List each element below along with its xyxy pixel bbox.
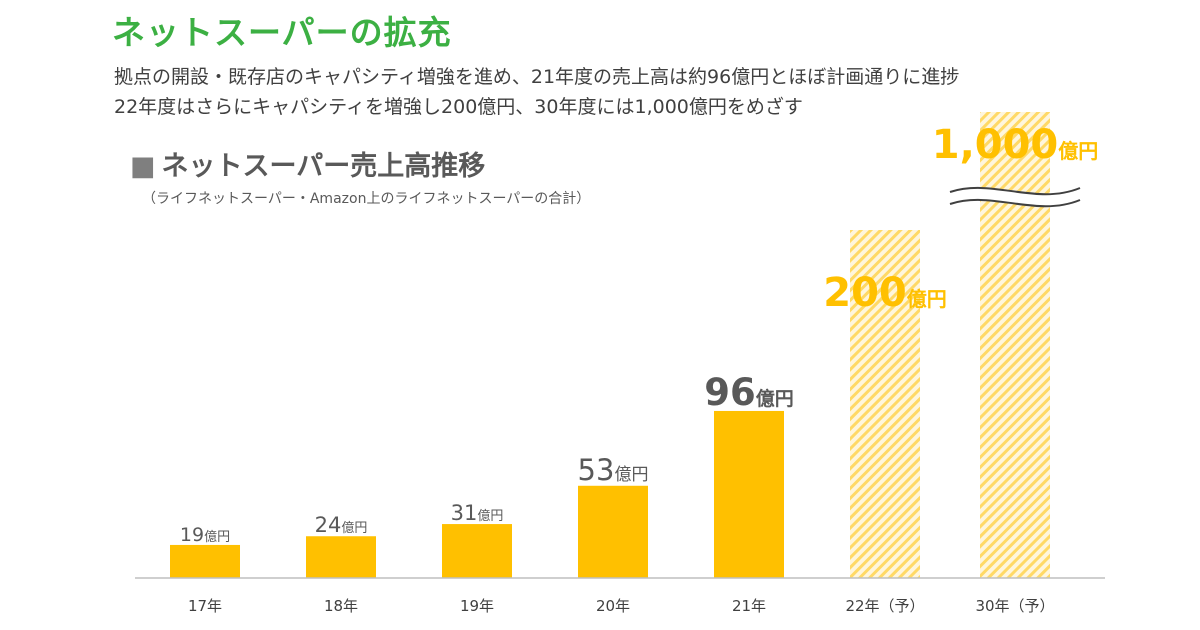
- x-tick-label-6: 22年（予）: [845, 597, 924, 615]
- x-tick-label-5: 21年: [732, 597, 766, 615]
- data-label-3: 31億円: [451, 501, 504, 525]
- page-title: ネットスーパーの拡充: [112, 13, 452, 52]
- axis-break-line-2: [949, 198, 1081, 208]
- x-tick-label-3: 19年: [460, 597, 494, 615]
- bar-1: [170, 544, 240, 578]
- data-label-4: 53億円: [578, 453, 649, 487]
- square-bullet-icon: ■: [130, 151, 156, 182]
- bar-5: [714, 410, 784, 578]
- axis-break-gap: [950, 187, 1080, 207]
- subtitle-line-1: 拠点の開設・既存店のキャパシティ増強を進め、21年度の売上高は約96億円とほぼ計…: [114, 66, 960, 88]
- data-label-2: 24億円: [315, 513, 368, 537]
- data-label-7: 1,000億円: [932, 122, 1099, 168]
- chart-note: （ライフネットスーパー・Amazon上のライフネットスーパーの合計）: [142, 191, 591, 207]
- bar-6: [850, 230, 920, 578]
- x-tick-label-4: 20年: [596, 597, 630, 615]
- bar-4: [578, 485, 648, 578]
- chart-title: ■ ネットスーパー売上高推移: [130, 144, 485, 183]
- subtitle-line-2: 22年度はさらにキャパシティを増強し200億円、30年度には1,000億円をめざ…: [114, 96, 803, 118]
- bar-7: [980, 112, 1050, 578]
- chart-title-text: ネットスーパー売上高推移: [161, 151, 486, 182]
- data-label-5: 96億円: [704, 371, 794, 414]
- data-label-6: 200億円: [823, 270, 947, 316]
- axis-break-line-1: [949, 186, 1081, 196]
- x-tick-label-1: 17年: [188, 597, 222, 615]
- x-tick-label-7: 30年（予）: [975, 597, 1054, 615]
- bar-2: [306, 536, 376, 578]
- x-tick-label-2: 18年: [324, 597, 358, 615]
- bar-3: [442, 524, 512, 578]
- data-label-1: 19億円: [180, 524, 230, 546]
